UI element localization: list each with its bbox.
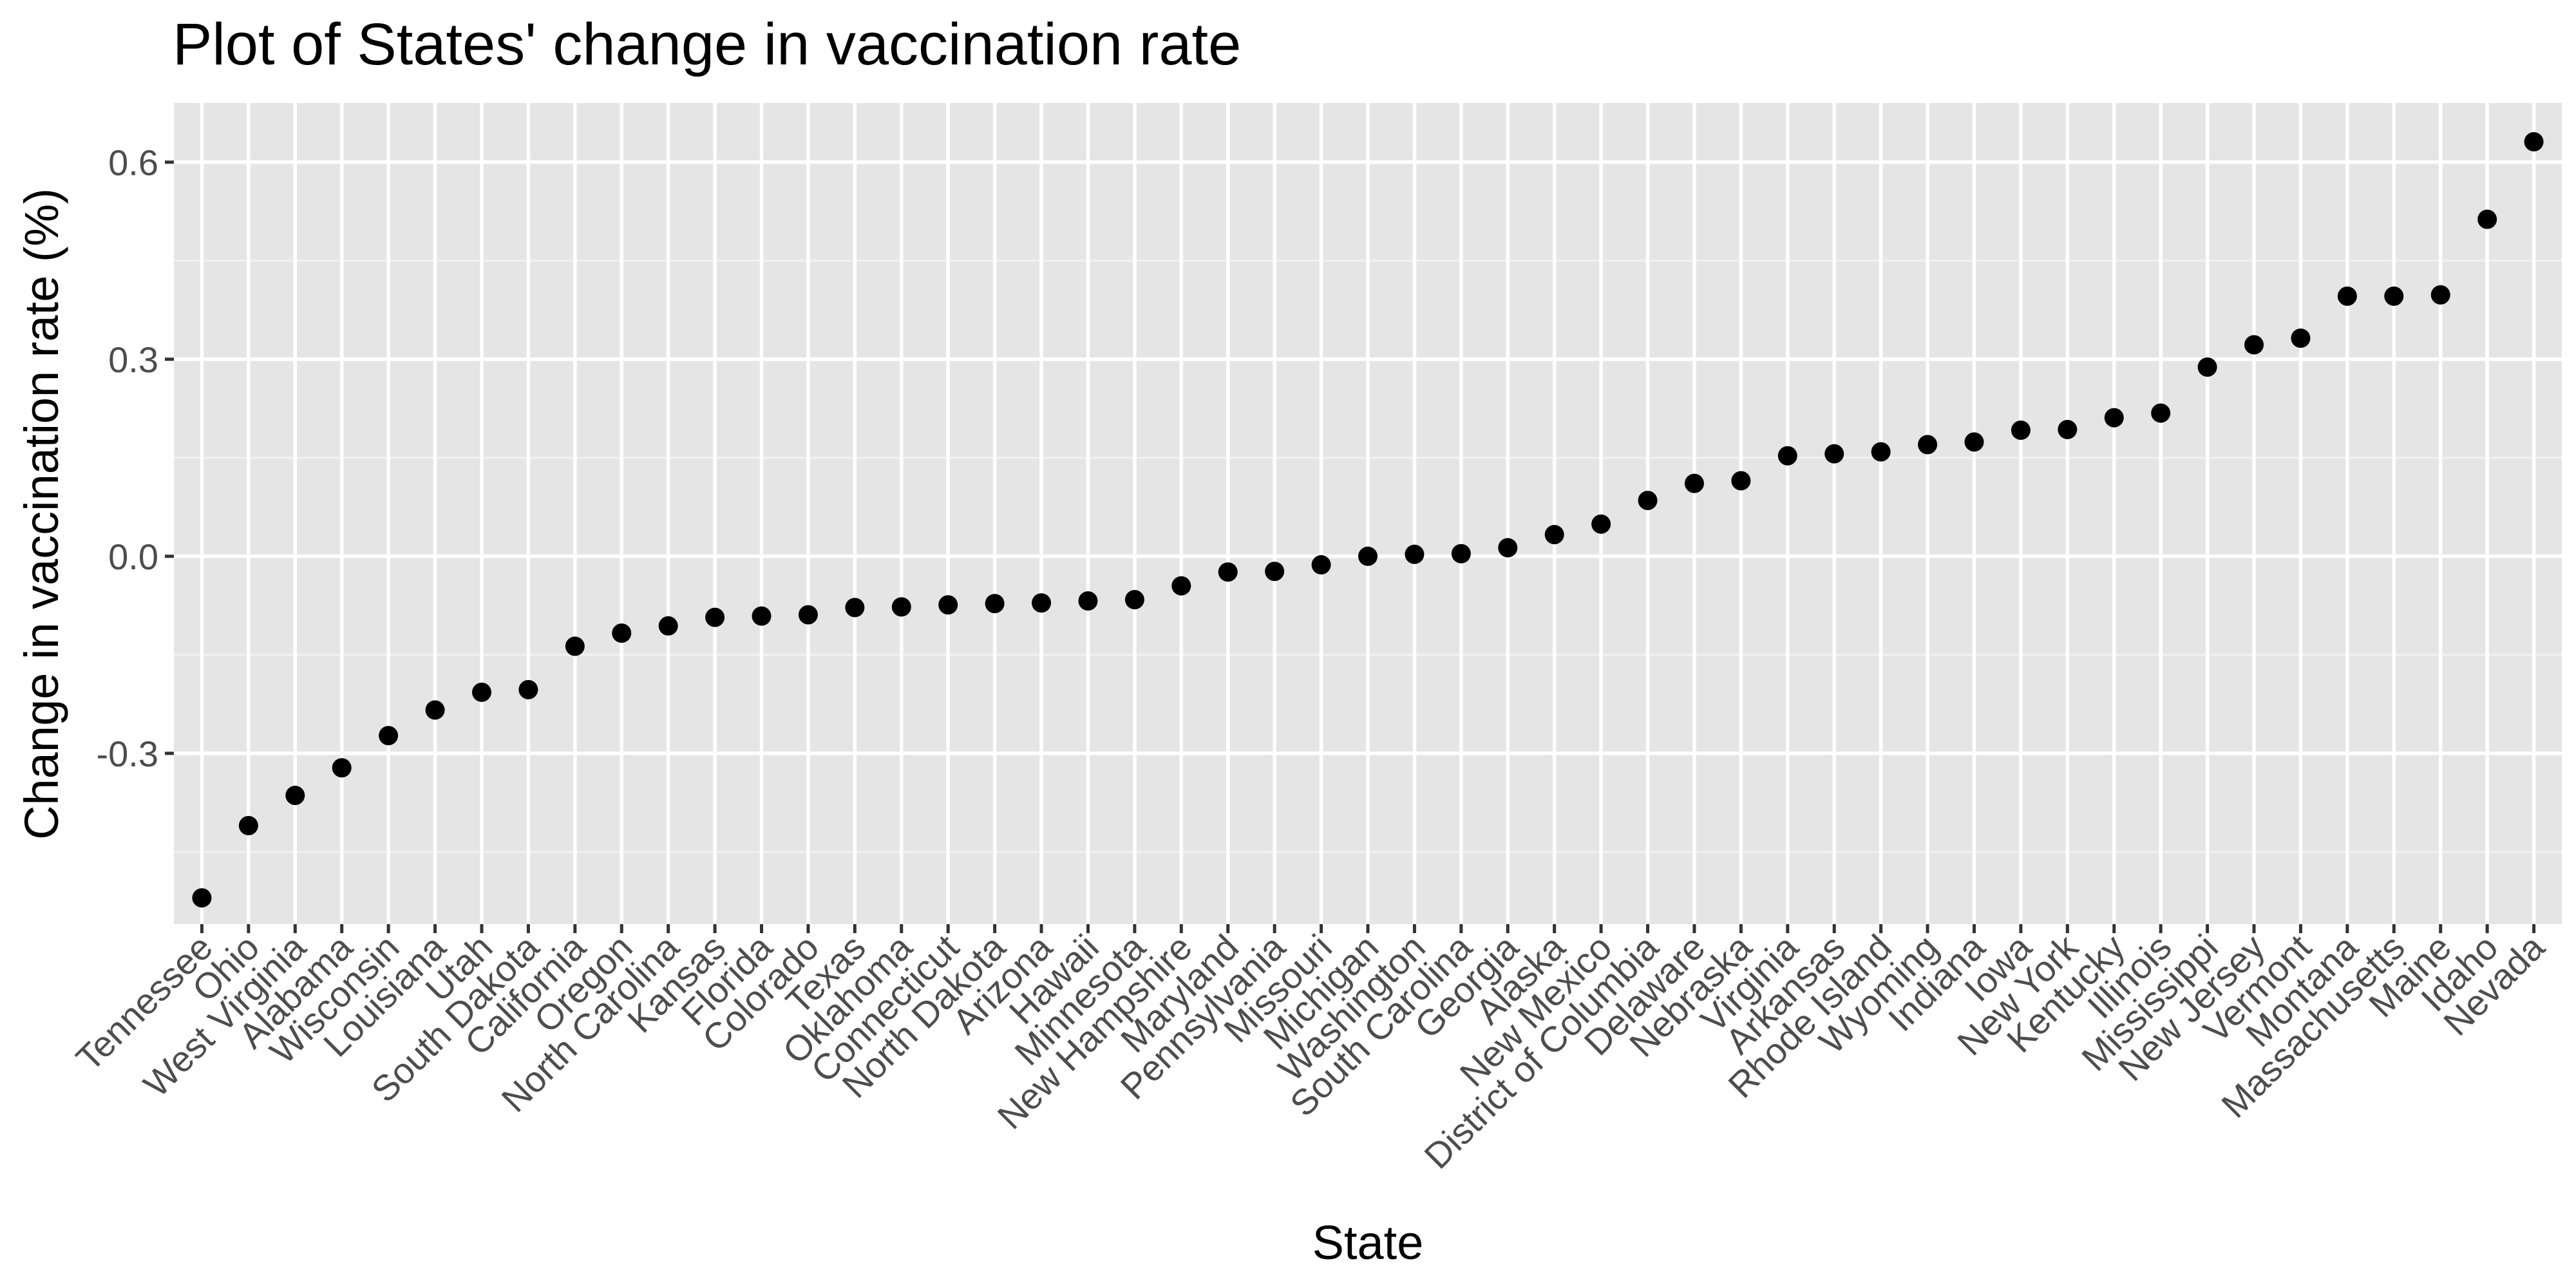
data-point (2430, 285, 2450, 305)
data-point (1824, 444, 1844, 464)
data-point (2477, 209, 2497, 229)
data-point (1918, 435, 1938, 455)
data-point (2104, 408, 2124, 428)
data-point (2384, 286, 2404, 306)
data-point (1265, 562, 1285, 582)
data-point (471, 682, 491, 702)
data-point (238, 816, 258, 835)
y-tick-label: 0.6 (108, 142, 158, 183)
data-point (1405, 544, 1425, 564)
y-tick-label: 0.0 (108, 536, 158, 577)
data-point (1638, 491, 1658, 511)
data-points (192, 132, 2544, 908)
data-point (705, 607, 725, 627)
x-axis-label: State (1312, 1216, 1424, 1269)
data-point (1964, 432, 1984, 452)
data-point (1871, 442, 1891, 462)
data-point (192, 888, 212, 908)
y-tick-label: 0.3 (108, 339, 158, 380)
data-point (1311, 555, 1331, 575)
data-point (1124, 590, 1144, 610)
y-axis-label: Change in vaccination rate (%) (15, 188, 68, 840)
data-point (518, 679, 538, 699)
data-point (1032, 593, 1052, 613)
data-point (2058, 419, 2078, 439)
data-point (1358, 546, 1378, 566)
data-point (1777, 446, 1797, 466)
data-point (752, 606, 772, 626)
data-point (2151, 403, 2171, 423)
data-point (2011, 420, 2031, 440)
y-axis: -0.3 0.0 0.3 0.6 (97, 142, 174, 774)
data-point (1078, 591, 1098, 611)
data-point (2291, 328, 2311, 348)
data-point (285, 786, 305, 806)
data-point (798, 605, 818, 625)
y-tick-label: -0.3 (97, 734, 159, 774)
data-point (1731, 471, 1751, 491)
data-point (1498, 538, 1518, 558)
data-point (1171, 576, 1191, 596)
data-point (1451, 544, 1471, 564)
data-point (2197, 357, 2217, 377)
data-point (658, 616, 678, 636)
chart-title: Plot of States' change in vaccination ra… (173, 12, 1241, 77)
data-point (1544, 525, 1564, 545)
data-point (985, 594, 1005, 614)
data-point (938, 595, 958, 615)
data-point (1684, 473, 1704, 493)
data-point (612, 623, 632, 643)
data-point (425, 700, 445, 720)
data-point (1591, 514, 1611, 534)
data-point (845, 598, 865, 618)
data-point (2337, 286, 2357, 306)
data-point (379, 726, 399, 746)
data-point (2244, 335, 2264, 355)
data-point (565, 636, 585, 656)
data-point (332, 758, 352, 778)
data-point (1218, 562, 1238, 582)
data-point (2524, 132, 2544, 152)
data-point (891, 597, 911, 617)
